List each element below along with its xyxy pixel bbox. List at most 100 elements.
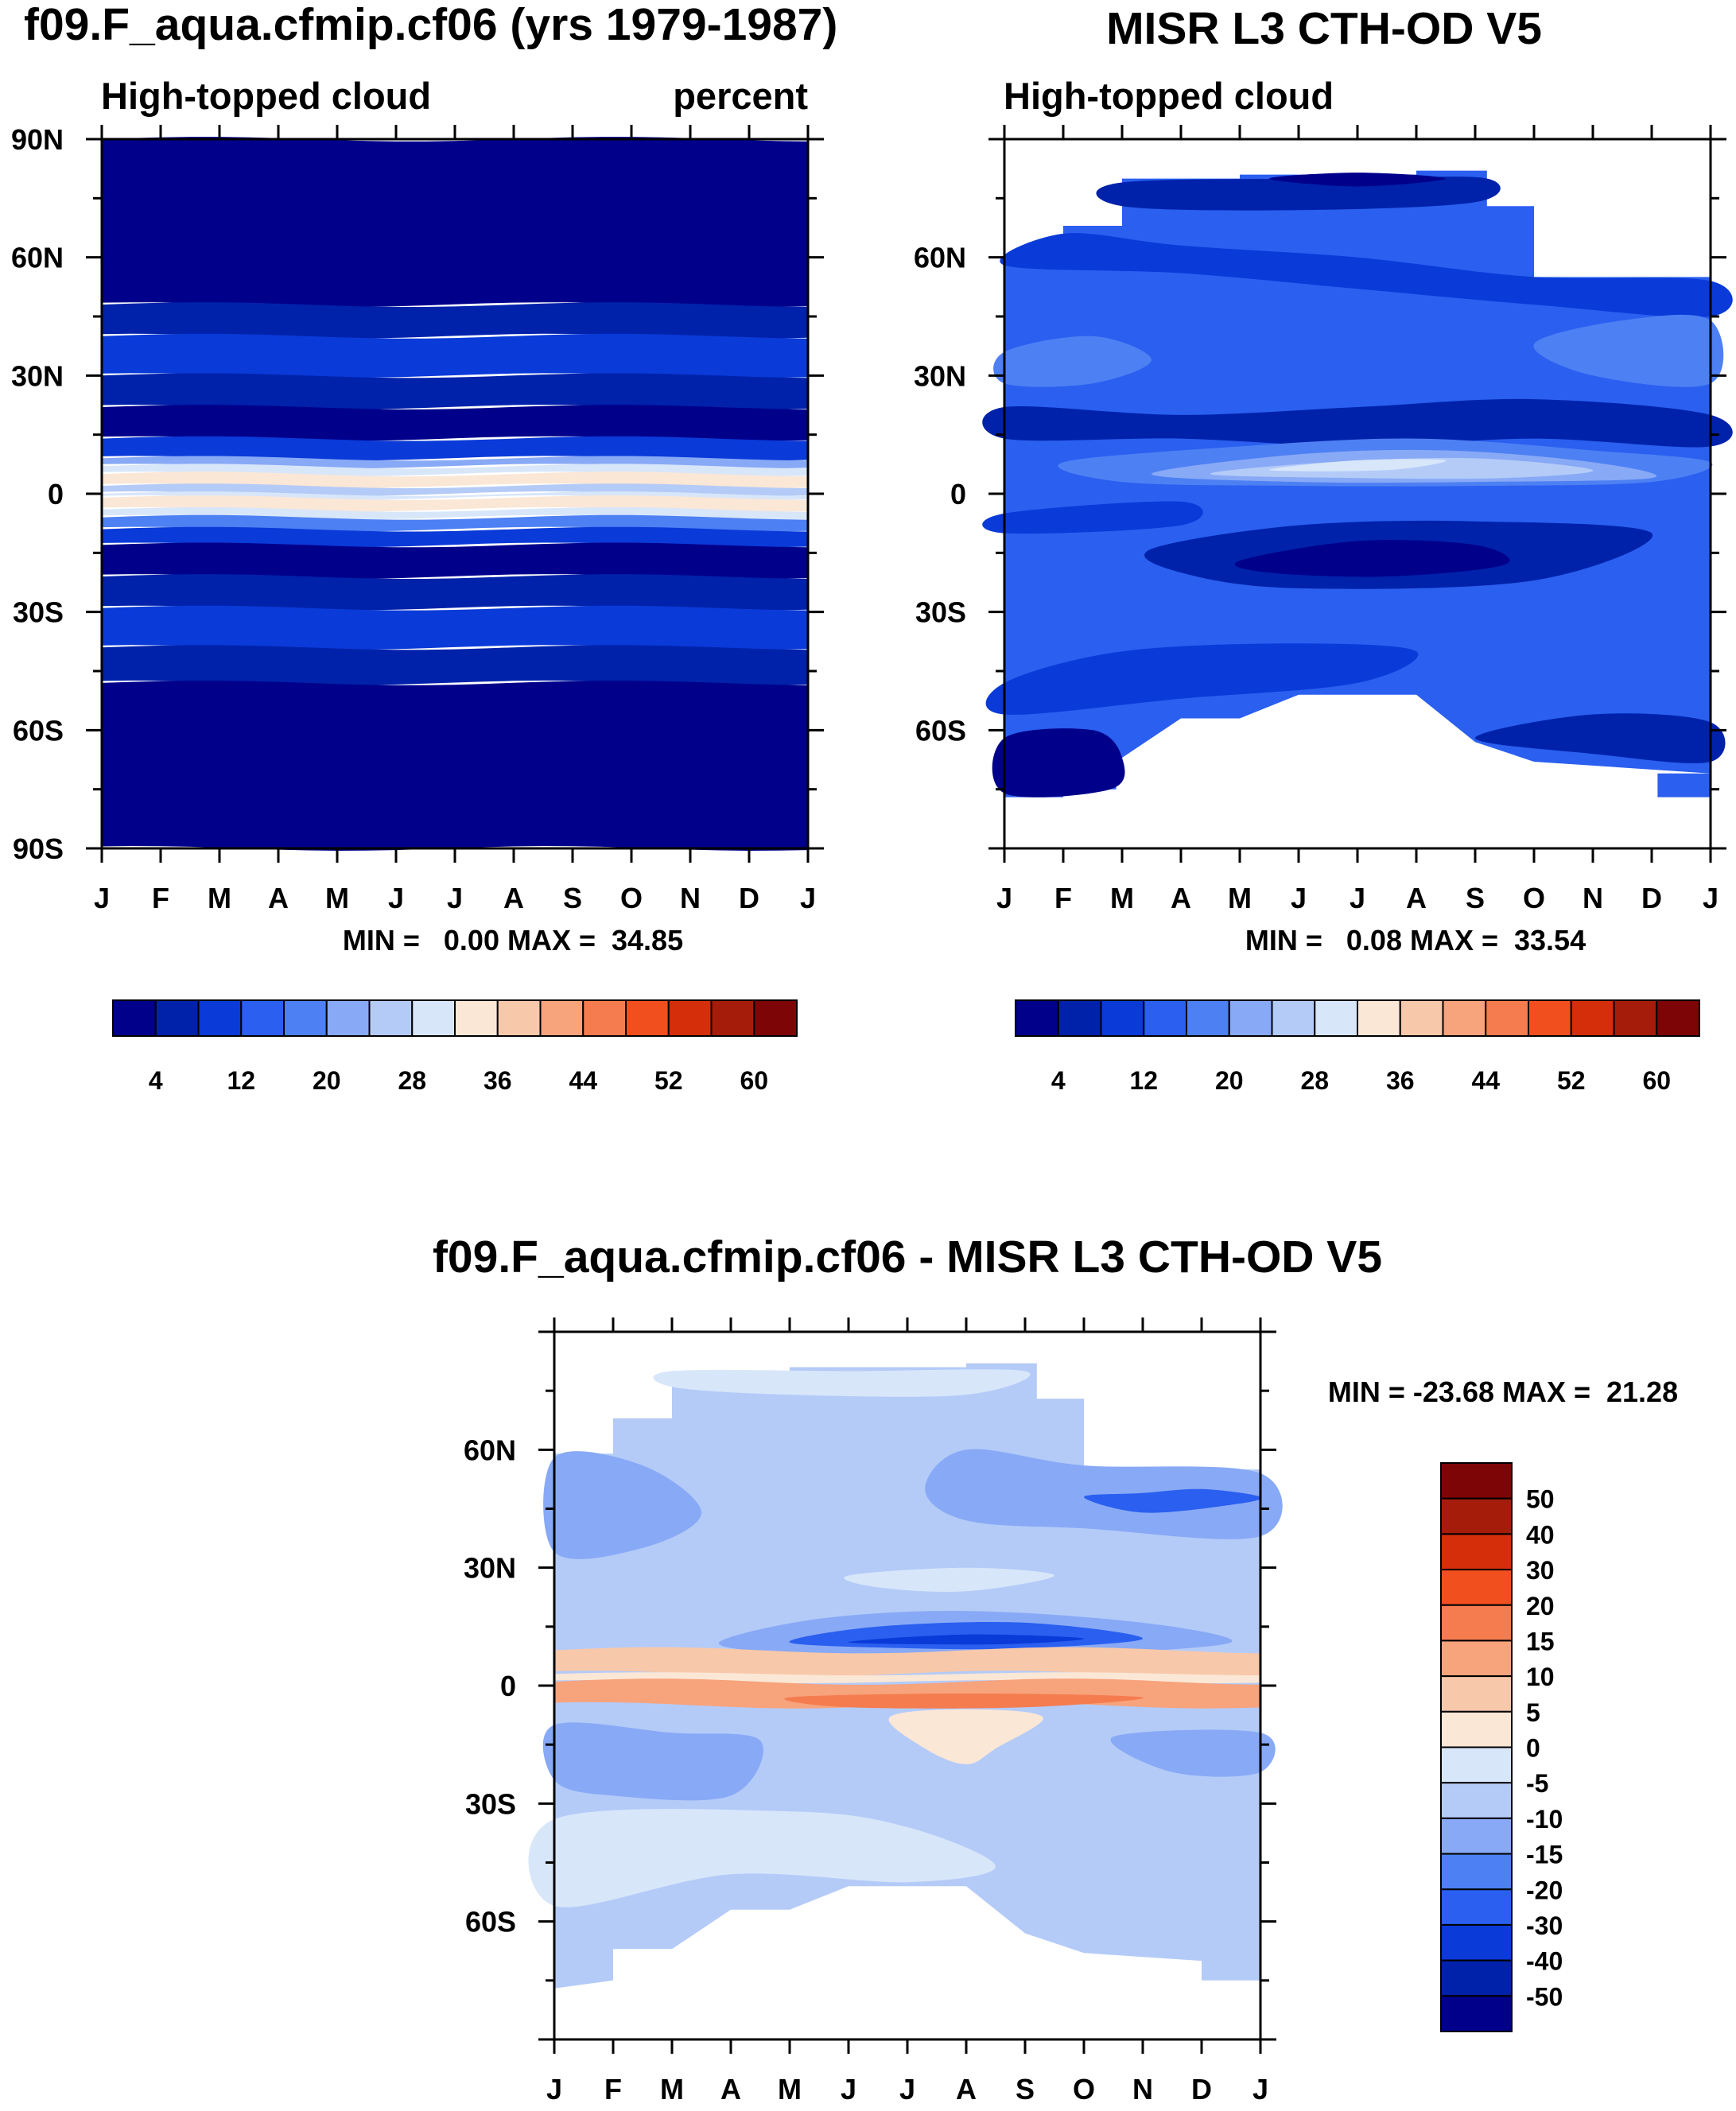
colorbar2-label: 52 [1557, 1066, 1586, 1095]
panel2-xtick-label: S [1466, 882, 1485, 914]
panel3-pos-tongue [888, 1709, 1043, 1764]
colorbar1-label: 20 [313, 1066, 341, 1095]
panel1-colorbar: 4 12 20 28 36 44 52 60 [112, 999, 798, 1095]
colorbar3-label: -30 [1526, 1911, 1563, 1940]
panel1-band [102, 645, 808, 685]
colorbar2-swatch [1314, 999, 1358, 1037]
panel3-ytick-label: 0 [500, 1670, 516, 1702]
panel3-plot: J F M A M J J A S O N D J 60N 30N 0 30S 60S [464, 1317, 1283, 2105]
colorbar2-swatch [1057, 999, 1102, 1037]
panel2-xtick-label: D [1641, 882, 1662, 914]
colorbar2-label: 36 [1386, 1066, 1415, 1095]
colorbar1-swatch [710, 999, 755, 1037]
panel3-xtick-label: M [778, 2073, 802, 2105]
panel3-arctic-light [653, 1369, 1031, 1397]
colorbar3-label: -50 [1526, 1982, 1563, 2011]
panel2-itcz-core [1268, 459, 1447, 471]
panel1-xtick-label: J [94, 882, 110, 914]
colorbar3-label: -20 [1526, 1876, 1563, 1904]
panel2-title: MISR L3 CTH-OD V5 [1106, 3, 1542, 54]
panel2-antarctic-dark [992, 728, 1125, 797]
panel3-ytick-label: 60S [465, 1906, 516, 1938]
panel1-plot: J F M A M J J A S O N D J 90N 60N 30N 0 30S 60S 90S [11, 123, 824, 914]
panel2-light-nw [993, 336, 1152, 387]
panel2-xtick-label: J [1703, 882, 1719, 914]
colorbar1-swatch [325, 999, 371, 1037]
panel2-highlat-band [1000, 233, 1733, 318]
panel2-west-dip [982, 501, 1203, 534]
colorbar3-label: -10 [1526, 1805, 1563, 1834]
panel1-ytick-label: 90S [13, 832, 64, 865]
colorbar2-swatch [1357, 999, 1401, 1037]
colorbar1-swatch [197, 999, 243, 1037]
colorbar3-swatch [1440, 1675, 1513, 1713]
panel3-xtick-label: J [899, 2073, 915, 2105]
panel2-ytick-label: 30S [915, 596, 966, 629]
panel1-band [102, 137, 808, 308]
colorbar3-swatch [1440, 1462, 1513, 1500]
colorbar3-label: 5 [1526, 1698, 1540, 1727]
colorbar1-swatch [582, 999, 627, 1037]
panel3-xtick-label: S [1016, 2073, 1035, 2105]
colorbar3-swatch [1440, 1604, 1513, 1642]
panel1-band [102, 302, 808, 339]
colorbar3-swatch [1440, 1782, 1513, 1819]
panel3-xtick-label: A [956, 2073, 977, 2105]
panel1-ytick-label: 90N [11, 123, 64, 156]
colorbar2-label: 44 [1471, 1066, 1500, 1095]
panel1-band [102, 605, 808, 650]
panel2-xtick-label: O [1523, 882, 1545, 914]
panel3-se-mid [1110, 1729, 1276, 1777]
panel2-xtick-label: M [1228, 882, 1252, 914]
panel3-sw-mid [542, 1722, 763, 1801]
colorbar3-label: 40 [1526, 1520, 1555, 1549]
colorbar3-label: -40 [1526, 1947, 1563, 1976]
panel1-xtick-label: O [620, 882, 643, 914]
panel3-pos-core [784, 1693, 1144, 1709]
panel1-ytick-label: 60N [11, 242, 64, 274]
colorbar3-label: 30 [1526, 1556, 1555, 1585]
panel2-subtropic-dark [982, 398, 1733, 448]
colorbar2-label: 4 [1051, 1066, 1066, 1095]
panel1-band [102, 333, 808, 378]
panel1-xtick-label: M [325, 882, 349, 914]
colorbar3-swatch [1440, 1959, 1513, 1997]
panel1-xtick-label: A [268, 882, 289, 914]
colorbar3-swatch [1440, 1746, 1513, 1784]
colorbar2-swatch [1656, 999, 1700, 1037]
panel2-ytick-label: 60N [914, 242, 966, 274]
colorbar3-swatch [1440, 1888, 1513, 1926]
colorbar2-label: 20 [1215, 1066, 1244, 1095]
panel3-xtick-label: N [1132, 2073, 1153, 2105]
panel1-xtick-label: J [800, 882, 816, 914]
panel1-band [102, 436, 808, 461]
colorbar1-label: 44 [569, 1066, 597, 1095]
colorbar3-swatch [1440, 1640, 1513, 1678]
colorbar2-swatch [1228, 999, 1273, 1037]
panel2-light-ne [1533, 314, 1724, 387]
panel1-band [102, 681, 808, 851]
panel1-band [102, 542, 808, 579]
colorbar1-label: 52 [654, 1066, 683, 1095]
panel1-title: f09.F_aqua.cfmip.cf06 (yrs 1979-1987) [24, 0, 837, 50]
colorbar2-label: 12 [1129, 1066, 1158, 1095]
colorbar1-swatch [454, 999, 499, 1037]
panel1-minmax: MIN = 0.00 MAX = 34.85 [343, 924, 683, 957]
colorbar2-swatch [1271, 999, 1316, 1037]
panel3-ytick-label: 30N [464, 1552, 516, 1585]
panel2-xtick-label: J [996, 882, 1012, 914]
colorbar3-label: 20 [1526, 1592, 1555, 1620]
colorbar2-swatch [1570, 999, 1615, 1037]
panel1-xtick-label: D [739, 882, 759, 914]
colorbar1-swatch [240, 999, 285, 1037]
colorbar3-swatch [1440, 1710, 1513, 1748]
panel2-xtick-label: F [1054, 882, 1072, 914]
colorbar2-swatch [1528, 999, 1572, 1037]
panel1-xtick-label: M [208, 882, 231, 914]
colorbar1-swatch [154, 999, 200, 1037]
panel1-xtick-label: S [563, 882, 582, 914]
colorbar1-swatch [368, 999, 414, 1037]
colorbar3-label: 10 [1526, 1663, 1555, 1691]
panel2-left-label: High-topped cloud [1004, 75, 1334, 117]
